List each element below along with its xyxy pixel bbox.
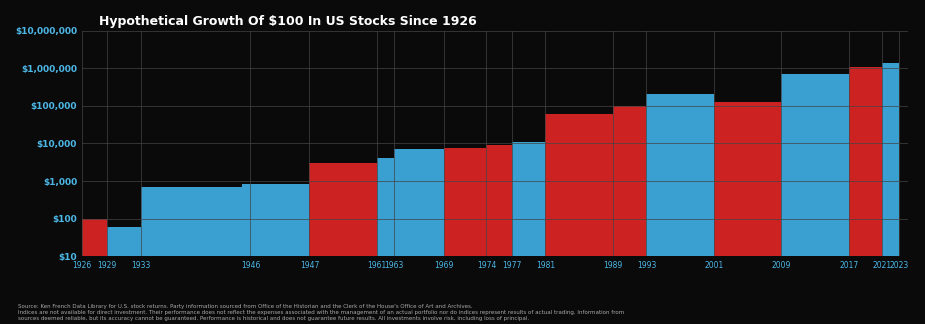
Text: Source: Ken French Data Library for U.S. stock returns. Party information source: Source: Ken French Data Library for U.S.… (18, 304, 624, 321)
Text: Hypothetical Growth Of $100 In US Stocks Since 1926: Hypothetical Growth Of $100 In US Stocks… (98, 15, 476, 28)
